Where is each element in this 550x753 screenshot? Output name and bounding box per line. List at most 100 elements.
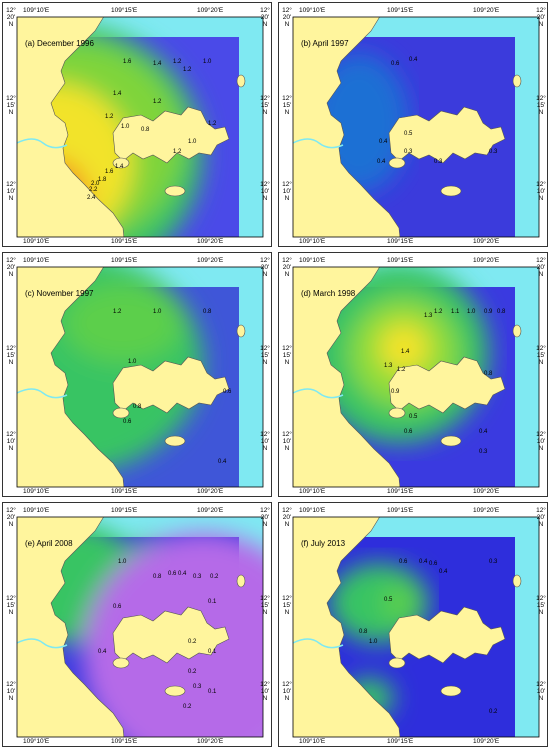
map-canvas: 0.6 0.4 0.5 0.4 0.3 0.3 0.3 0.4 (292, 16, 540, 238)
longitude-tick: 109°15'E (387, 738, 414, 745)
latitude-tick: 12° 15' N (257, 595, 271, 616)
contour-label: 0.8 (133, 404, 142, 410)
latitude-tick: 12° 15' N (533, 345, 547, 366)
latitude-tick: 12° 15' N (3, 345, 19, 366)
latitude-tick-deg: 12° (282, 595, 292, 602)
longitude-tick: 109°15'E (387, 7, 414, 14)
latitude-tick-deg: 12° (260, 595, 270, 602)
latitude-tick-hemi: N (284, 695, 290, 702)
map-panel: 0.6 0.4 0.6 0.4 0.3 0.5 0.8 1.0 0.2 (f) July 2013… (278, 502, 548, 747)
latitude-tick: 12° 15' N (279, 595, 295, 616)
contour-label: 0.4 (377, 159, 386, 165)
contour-label: 0.6 (123, 419, 132, 425)
contour-label: 1.0 (203, 59, 212, 65)
latitude-tick: 12° 10' N (533, 431, 547, 452)
latitude-tick-hemi: N (538, 445, 544, 452)
latitude-tick-hemi: N (284, 271, 290, 278)
islet (512, 574, 522, 588)
latitude-tick: 12° 20' N (257, 7, 271, 28)
islet (164, 435, 186, 447)
latitude-tick: 12° 20' N (3, 507, 19, 528)
latitude-tick-deg: 12° (6, 595, 16, 602)
contour-label: 2.0 (91, 181, 100, 187)
contour-label: 1.2 (183, 67, 192, 73)
latitude-tick-deg: 12° (6, 7, 16, 14)
map-panel: 1.6 1.4 1.2 1.0 0.8 1.4 1.2 1.2 1.0 1.2 1.0 1.4 1.6 1… (2, 2, 272, 247)
latitude-tick-deg: 12° (282, 181, 292, 188)
islet (388, 157, 406, 169)
latitude-tick: 12° 20' N (279, 7, 295, 28)
contour-label: 0.4 (178, 571, 187, 577)
contour-label: 0.6 (168, 571, 177, 577)
latitude-tick-min: 10' (6, 688, 16, 695)
latitude-tick-hemi: N (284, 359, 290, 366)
island (388, 356, 506, 414)
contour-label: 1.2 (173, 149, 182, 155)
latitude-tick-min: 20' (282, 514, 292, 521)
map-canvas: 1.61.41.21.0 0.81.4 1.21.21.01.21.01.41.61… (16, 16, 264, 238)
latitude-tick: 12° 10' N (257, 681, 271, 702)
contour-label: 0.3 (479, 449, 488, 455)
latitude-tick-min: 20' (282, 14, 292, 21)
map-panel: 1.2 1.0 0.8 1.0 0.8 0.6 0.4 0.6 (c) November 199… (2, 252, 272, 497)
latitude-tick-min: 10' (282, 438, 292, 445)
latitude-tick: 12° 10' N (257, 431, 271, 452)
island (112, 606, 230, 664)
longitude-tick: 109°10'E (23, 507, 50, 514)
contour-label: 0.3 (434, 159, 443, 165)
latitude-tick-min: 20' (6, 14, 16, 21)
latitude-tick-hemi: N (8, 195, 14, 202)
latitude-tick-deg: 12° (282, 345, 292, 352)
latitude-tick-deg: 12° (536, 595, 546, 602)
latitude-tick-min: 15' (536, 602, 546, 609)
latitude-tick-deg: 12° (260, 95, 270, 102)
contour-label: 0.6 (399, 559, 408, 565)
river (17, 138, 68, 149)
latitude-tick: 12° 15' N (279, 95, 295, 116)
latitude-tick-deg: 12° (260, 345, 270, 352)
latitude-tick-min: 20' (536, 514, 546, 521)
contour-label: 1.0 (369, 639, 378, 645)
latitude-tick-deg: 12° (282, 507, 292, 514)
longitude-tick: 109°20'E (473, 738, 500, 745)
latitude-tick: 12° 20' N (257, 507, 271, 528)
latitude-tick-deg: 12° (6, 681, 16, 688)
contour-label: 2.4 (87, 195, 96, 201)
longitude-tick: 109°15'E (111, 488, 138, 495)
mainland (293, 517, 401, 737)
contour-label: 0.1 (208, 649, 217, 655)
map-canvas: 1.2 1.0 0.8 1.0 0.8 0.6 0.4 0.6 (16, 266, 264, 488)
latitude-tick-hemi: N (8, 445, 14, 452)
contour-label: 0.3 (404, 149, 413, 155)
map-frame (16, 266, 264, 488)
latitude-tick-deg: 12° (6, 95, 16, 102)
contour-label: 0.6 (404, 429, 413, 435)
longitude-tick: 109°20'E (197, 7, 224, 14)
latitude-tick-hemi: N (538, 359, 544, 366)
longitude-tick: 109°15'E (387, 238, 414, 245)
latitude-tick-hemi: N (262, 445, 268, 452)
longitude-tick: 109°15'E (111, 7, 138, 14)
concentration-zone (379, 323, 429, 373)
latitude-tick: 12° 15' N (3, 595, 19, 616)
island (388, 606, 506, 664)
latitude-tick-min: 10' (282, 188, 292, 195)
mainland (17, 517, 125, 737)
latitude-tick-min: 10' (260, 188, 270, 195)
contour-label: 1.4 (401, 349, 410, 355)
latitude-tick-hemi: N (262, 271, 268, 278)
longitude-tick: 109°20'E (473, 507, 500, 514)
contour-label: 1.6 (123, 59, 132, 65)
latitude-tick-min: 10' (6, 188, 16, 195)
contour-label: 0.4 (98, 649, 107, 655)
latitude-tick-deg: 12° (536, 95, 546, 102)
latitude-tick: 12° 10' N (279, 431, 295, 452)
island (388, 106, 506, 164)
latitude-tick-min: 20' (260, 14, 270, 21)
contour-label: 0.3 (489, 559, 498, 565)
contour-label: 0.2 (489, 709, 498, 715)
map-canvas: 0.6 0.4 0.60.40.30.50.81.00.2 (292, 516, 540, 738)
latitude-tick-min: 10' (260, 438, 270, 445)
latitude-tick-deg: 12° (6, 431, 16, 438)
panel-title: (c) November 1997 (25, 289, 94, 298)
